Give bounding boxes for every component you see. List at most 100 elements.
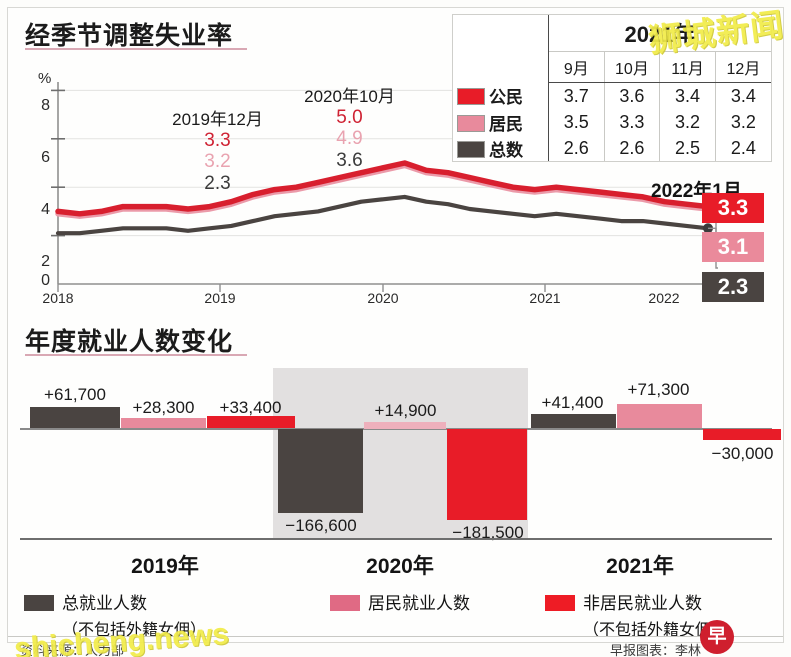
- legend-swatch-resident-icon: [330, 595, 360, 611]
- series-citizen-line: [55, 160, 711, 217]
- annotation-2019-total: 2.3: [204, 172, 231, 194]
- cell-citizen-12: 3.4: [714, 82, 771, 109]
- swatch-total-icon: [457, 140, 485, 158]
- annotation-2019-12: 2019年12月 3.3 3.2 2.3: [140, 105, 295, 194]
- x-tick-2019: 2019: [204, 290, 236, 306]
- legend-note-nonresident: （不包括外籍女佣）: [583, 622, 728, 639]
- legend-label-resident: 居民就业人数: [368, 594, 470, 613]
- footer-divider: [8, 636, 783, 637]
- zaobao-logo-icon: 早: [700, 620, 734, 654]
- legend-swatch-total-icon: [24, 595, 54, 611]
- callout-resident-2022: 3.1: [702, 232, 764, 262]
- bar-year-label-2019: 2019年: [131, 555, 199, 578]
- table-row-total: 总数 2.6 2.6 2.5 2.4: [453, 135, 771, 161]
- table-blank-cell: [453, 51, 549, 83]
- cell-citizen-10: 3.6: [603, 82, 660, 109]
- legend-label-nonresident: 非居民就业人数: [583, 594, 702, 613]
- unemployment-rate-table: 2021年 9月 10月 11月 12月 公民 3.7 3.6 3.4 3.4: [452, 14, 772, 162]
- bar-2019-resident: [121, 418, 206, 428]
- table-row-label-citizen-text: 公民: [489, 88, 523, 108]
- y-tick-0: 0: [41, 272, 50, 289]
- employment-change-bar-chart: +61,700 +28,300 +33,400 −166,600 +14,900…: [8, 368, 783, 548]
- annotation-2019-citizen: 3.3: [204, 130, 231, 151]
- table-row-label-total-text: 总数: [489, 140, 523, 160]
- y-axis-unit: %: [38, 70, 52, 87]
- legend-swatch-nonresident-icon: [545, 595, 575, 611]
- bar-2021-nonresident: [703, 429, 781, 440]
- annotation-2020-10: 2020年10月 5.0 4.9 3.6: [272, 82, 427, 171]
- annotation-2020-resident: 4.9: [336, 128, 363, 150]
- bar-2019-total: [30, 407, 120, 428]
- bar-2020-total: [278, 429, 363, 513]
- bar-chart-title: 年度就业人数变化: [25, 328, 234, 356]
- table-month-header-11: 11月: [659, 51, 716, 83]
- bar-label-2020-resident: +14,900: [374, 401, 437, 420]
- legend-label-total: 总就业人数: [62, 594, 147, 613]
- line-chart-svg: [51, 82, 718, 292]
- bar-year-label-2020: 2020年: [366, 555, 434, 578]
- bar-zero-axis: [20, 428, 772, 430]
- y-tick-8: 8: [41, 97, 50, 114]
- table-row-label-resident-text: 居民: [489, 114, 523, 134]
- x-tick-2020: 2020: [367, 290, 399, 306]
- bar-label-2019-nonresident: +33,400: [219, 398, 282, 417]
- table-row-resident: 居民 3.5 3.3 3.2 3.2: [453, 109, 771, 135]
- unemployment-line-chart: [18, 62, 718, 307]
- bar-label-2020-total: −166,600: [285, 516, 357, 535]
- legend-note-total: （不包括外籍女佣）: [62, 622, 207, 639]
- table-row-citizen: 公民 3.7 3.6 3.4 3.4: [453, 82, 771, 109]
- legend-item-nonresident: 非居民就业人数 （不包括外籍女佣）: [545, 589, 727, 640]
- x-tick-2021: 2021: [529, 290, 561, 306]
- bar-2021-resident: [617, 404, 702, 428]
- bar-label-2021-total: +41,400: [541, 393, 604, 412]
- swatch-citizen-icon: [457, 88, 485, 106]
- cell-resident-12: 3.2: [714, 109, 771, 135]
- bar-label-2021-resident: +71,300: [627, 380, 690, 399]
- legend-item-total: 总就业人数 （不包括外籍女佣）: [24, 589, 206, 640]
- table-row-label-total: 总数: [453, 135, 549, 161]
- callout-citizen-2022: 3.3: [702, 193, 764, 223]
- annotation-2020-header: 2020年10月: [304, 87, 395, 106]
- annotation-2020-citizen: 5.0: [336, 107, 363, 128]
- cell-total-10: 2.6: [603, 135, 660, 161]
- bar-year-label-2021: 2021年: [606, 555, 674, 578]
- bar-2019-nonresident: [207, 416, 295, 428]
- line-title-underline: [25, 48, 247, 50]
- bar-label-2021-nonresident: −30,000: [711, 444, 774, 463]
- swatch-resident-icon: [457, 114, 485, 132]
- bar-title-underline: [25, 354, 247, 356]
- cell-total-9: 2.6: [548, 135, 605, 161]
- cell-total-12: 2.4: [714, 135, 771, 161]
- cell-resident-11: 3.2: [659, 109, 716, 135]
- bar-label-2019-total: +61,700: [44, 385, 106, 404]
- credit-text: 早报图表：李林: [610, 643, 702, 657]
- bar-label-2020-nonresident: −181,500: [452, 523, 524, 542]
- table-month-header-12: 12月: [714, 51, 771, 83]
- callout-total-2022: 2.3: [702, 272, 764, 302]
- table-corner-cell: [453, 15, 549, 52]
- cell-total-11: 2.5: [659, 135, 716, 161]
- annotation-2019-resident: 3.2: [204, 151, 231, 173]
- cell-citizen-9: 3.7: [548, 82, 605, 109]
- cell-resident-9: 3.5: [548, 109, 605, 135]
- bar-2020-resident: [364, 422, 446, 429]
- table-month-header-10: 10月: [603, 51, 660, 83]
- bar-2021-total: [531, 414, 616, 428]
- cell-resident-10: 3.3: [603, 109, 660, 135]
- series-total-line: [55, 194, 711, 236]
- source-text: 资料来源：人力部: [20, 643, 125, 657]
- y-tick-4: 4: [41, 201, 50, 218]
- legend-item-resident: 居民就业人数: [330, 589, 470, 614]
- table-row-label-citizen: 公民: [453, 82, 549, 109]
- bar-chart-baseline: [20, 538, 772, 540]
- annotation-2020-total: 3.6: [336, 149, 363, 171]
- line-chart-title: 经季节调整失业率: [25, 22, 234, 50]
- table-row-label-resident: 居民: [453, 109, 549, 135]
- x-tick-2018: 2018: [42, 290, 74, 306]
- cell-citizen-11: 3.4: [659, 82, 716, 109]
- bar-2020-nonresident: [447, 429, 527, 520]
- x-tick-2022: 2022: [648, 290, 680, 306]
- y-tick-6: 6: [41, 149, 50, 166]
- annotation-2019-header: 2019年12月: [172, 110, 263, 129]
